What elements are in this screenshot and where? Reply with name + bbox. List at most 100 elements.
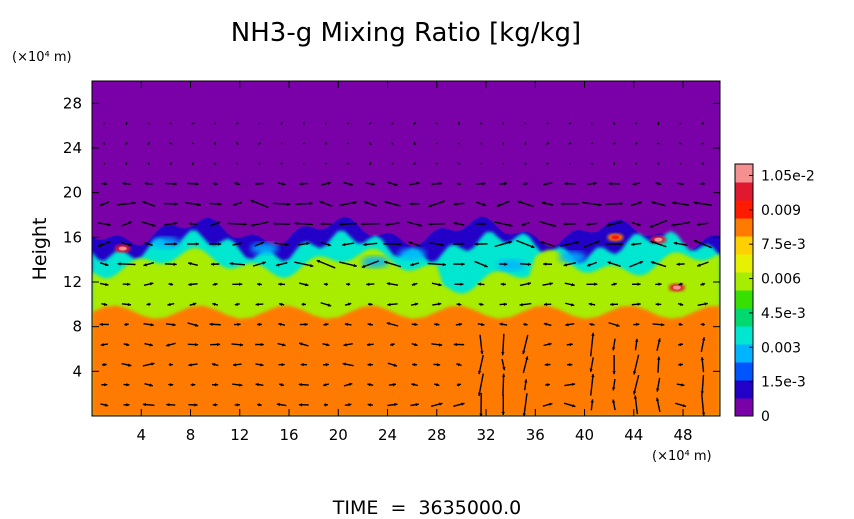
wind-vector-head	[216, 221, 221, 225]
wind-vector-head	[105, 282, 109, 287]
wind-vector	[391, 142, 394, 145]
wind-vector-head	[324, 403, 328, 407]
wind-vector-head	[524, 322, 528, 326]
wind-vector-head	[632, 182, 636, 186]
wind-vector-head	[257, 322, 261, 327]
x-unit-label: (×10⁴ m)	[652, 449, 712, 464]
x-tick-label: 28	[427, 426, 446, 444]
wind-vector-head	[672, 201, 676, 205]
x-tick-label: 12	[230, 426, 249, 444]
wind-vector-head	[477, 392, 482, 396]
wind-vector-head	[166, 343, 170, 347]
wind-vector-head	[671, 223, 675, 227]
wind-vector-head	[279, 302, 283, 307]
wind-vector-head	[239, 343, 244, 347]
wind-vector-head	[453, 202, 457, 206]
wind-vector-head	[239, 282, 243, 286]
wind-vector-head	[656, 388, 660, 392]
wind-vector-head	[386, 282, 391, 286]
wind-vector-head	[229, 262, 233, 266]
wind-vector	[590, 142, 594, 145]
wind-vector-head	[149, 343, 153, 347]
wind-vector-head	[633, 395, 638, 399]
wind-vector	[501, 333, 505, 356]
wind-vector	[236, 162, 239, 165]
wind-vector-head	[412, 362, 416, 367]
wind-vector-head	[168, 282, 172, 287]
wind-vector	[169, 142, 173, 145]
wind-vector	[546, 122, 549, 125]
wind-vector	[227, 222, 247, 226]
wind-vector	[191, 162, 195, 166]
colorbar-segment	[735, 344, 753, 363]
wind-vector-head	[343, 343, 347, 347]
wind-vector-head	[697, 263, 701, 267]
wind-vector-head	[367, 322, 371, 327]
wind-vector	[479, 334, 483, 355]
colorbar-segment	[735, 164, 753, 183]
wind-vector-head	[606, 223, 610, 227]
wind-vector-head	[651, 201, 655, 205]
field-hotspot-core	[654, 237, 663, 242]
wind-vector-head	[613, 282, 617, 286]
wind-vector-head	[480, 302, 484, 306]
wind-vector-head	[457, 383, 461, 387]
wind-vector-head	[99, 322, 103, 327]
wind-vector-head	[619, 242, 623, 246]
wind-vector-head	[548, 342, 552, 346]
wind-vector-head	[541, 201, 546, 205]
wind-vector-head	[616, 323, 620, 327]
wind-vector	[701, 374, 705, 395]
wind-vector	[258, 122, 261, 125]
wind-vector-head	[170, 383, 174, 387]
wind-vector	[316, 259, 336, 269]
wind-vector-head	[611, 347, 616, 351]
colorbar-label: 1.05e-2	[761, 168, 815, 184]
wind-vector-head	[619, 201, 623, 206]
colorbar-frame	[734, 163, 754, 417]
wind-vector-head	[428, 204, 433, 208]
x-tick-label: 48	[674, 426, 693, 444]
wind-vector-head	[393, 363, 398, 367]
wind-vector-head	[461, 262, 465, 266]
wind-vector-head	[250, 223, 254, 227]
wind-vector-head	[353, 201, 357, 205]
wind-vector-head	[99, 203, 104, 207]
heatmap-plot-area	[92, 81, 720, 416]
wind-vector-head	[682, 403, 687, 408]
wind-vector	[590, 373, 594, 396]
wind-vector-head	[655, 397, 660, 402]
colorbar-segment	[735, 272, 753, 291]
wind-vector-head	[149, 282, 154, 286]
wind-vector-head	[501, 373, 506, 377]
wind-vector-head	[496, 203, 501, 207]
wind-vector-head	[474, 242, 478, 246]
wind-vector-head	[563, 222, 567, 226]
wind-vector-head	[144, 242, 149, 246]
wind-vector	[633, 374, 640, 395]
wind-vector-head	[367, 362, 371, 367]
x-tick-label: 20	[329, 426, 348, 444]
wind-vector-head	[104, 262, 109, 267]
wind-vector-head	[637, 282, 641, 286]
colorbar-segment	[735, 218, 753, 237]
y-tick-label: 20	[63, 184, 82, 202]
wind-vector-head	[565, 323, 569, 327]
wind-vector-head	[103, 302, 108, 306]
wind-vector-head	[461, 242, 465, 246]
wind-vector-head	[639, 260, 644, 265]
wind-vector-head	[309, 201, 313, 206]
colorbar-segment	[735, 398, 753, 417]
wind-vector-head	[299, 182, 303, 186]
wind-vector	[649, 219, 668, 228]
wind-vector-head	[320, 222, 324, 226]
wind-vector-head	[218, 242, 222, 246]
colorbar-label: 0.006	[761, 272, 801, 288]
wind-vector-head	[174, 202, 178, 206]
wind-vector-head	[306, 241, 310, 246]
wind-vector-head	[657, 338, 661, 342]
wind-vector-head	[117, 262, 121, 266]
wind-vector	[235, 122, 239, 125]
wind-vector-head	[243, 222, 247, 226]
wind-vector-head	[543, 262, 547, 266]
